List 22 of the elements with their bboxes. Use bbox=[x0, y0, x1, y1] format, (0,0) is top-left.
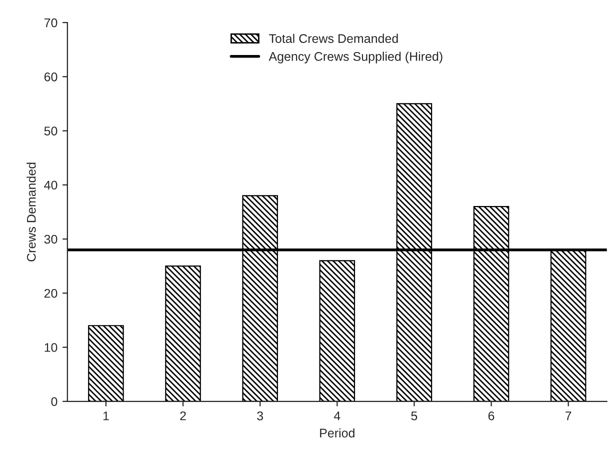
x-tick-label: 5 bbox=[411, 412, 418, 420]
x-tick-label: 1 bbox=[103, 412, 109, 420]
y-tick-label: 0 bbox=[51, 397, 58, 406]
x-tick-label: 3 bbox=[257, 411, 264, 420]
legend-label: Total Crews Demanded bbox=[268, 34, 398, 43]
y-tick-label: 30 bbox=[44, 234, 58, 244]
x-tick-label: 7 bbox=[566, 412, 572, 420]
bar bbox=[165, 266, 201, 402]
y-tick-label: 20 bbox=[44, 288, 58, 298]
y-tick-label: 50 bbox=[44, 126, 58, 136]
x-tick-label: 2 bbox=[180, 411, 186, 420]
x-axis-title: Period bbox=[320, 428, 354, 438]
legend-label: Agency Crews Supplied (Hired) bbox=[268, 52, 442, 64]
x-tick-label: 6 bbox=[488, 411, 494, 420]
y-tick-label: 60 bbox=[44, 72, 58, 82]
y-tick-label: 70 bbox=[44, 18, 58, 28]
y-tick-label: 10 bbox=[44, 343, 58, 352]
y-axis-title: Crews Demanded bbox=[26, 162, 36, 262]
bar bbox=[319, 260, 356, 402]
y-tick-label: 40 bbox=[44, 180, 58, 190]
x-tick-label: 4 bbox=[334, 412, 340, 420]
bar bbox=[88, 325, 124, 402]
